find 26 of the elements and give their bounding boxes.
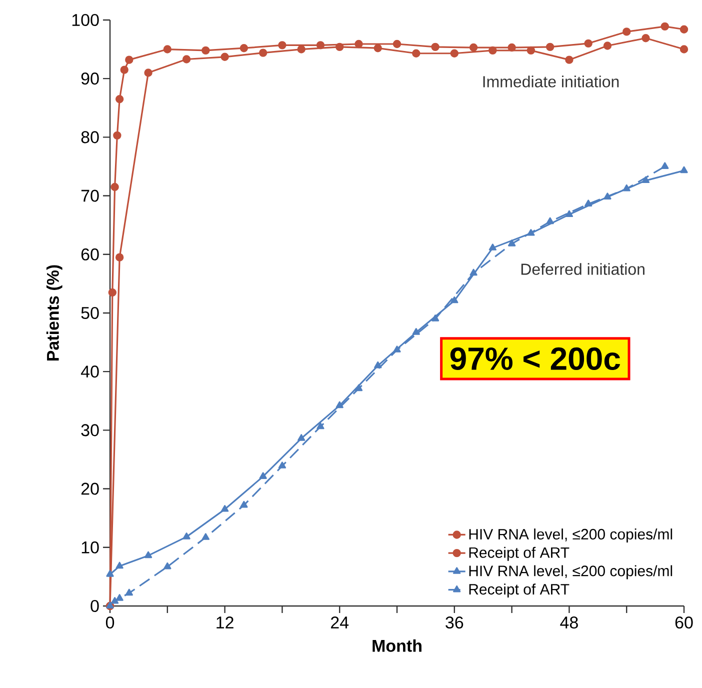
legend-label: HIV RNA level, ≤200 copies/ml xyxy=(469,565,672,580)
legend-label: Receipt of ART xyxy=(469,546,570,561)
y-tick-label: 90 xyxy=(81,72,99,85)
annotation: 97% < 200c xyxy=(450,347,620,370)
y-axis-title: Patients (%) xyxy=(46,265,62,360)
y-tick-label: 100 xyxy=(72,14,99,26)
x-tick-label: 24 xyxy=(331,616,349,628)
x-tick-label: 60 xyxy=(675,616,693,629)
annotation: Deferred initiation xyxy=(521,263,644,275)
annotation: Immediate initiation xyxy=(483,76,619,88)
x-axis-title: Month xyxy=(372,639,422,652)
y-tick-label: 70 xyxy=(81,190,99,202)
legend-label: Receipt of ART xyxy=(469,584,570,598)
x-tick-label: 12 xyxy=(216,616,234,628)
y-tick-label: 40 xyxy=(80,366,99,378)
y-tick-label: 0 xyxy=(90,600,99,612)
y-tick-label: 80 xyxy=(81,131,99,144)
x-tick-label: 48 xyxy=(560,616,578,629)
y-tick-label: 50 xyxy=(81,306,99,320)
y-tick-label: 20 xyxy=(81,482,99,495)
y-tick-label: 60 xyxy=(81,248,99,260)
x-tick-label: 36 xyxy=(446,616,464,629)
y-tick-label: 10 xyxy=(82,541,99,554)
legend-label: HIV RNA level, ≤200 copies/ml xyxy=(469,528,672,543)
x-tick-label: 0 xyxy=(106,616,114,629)
y-tick-label: 30 xyxy=(81,424,99,436)
